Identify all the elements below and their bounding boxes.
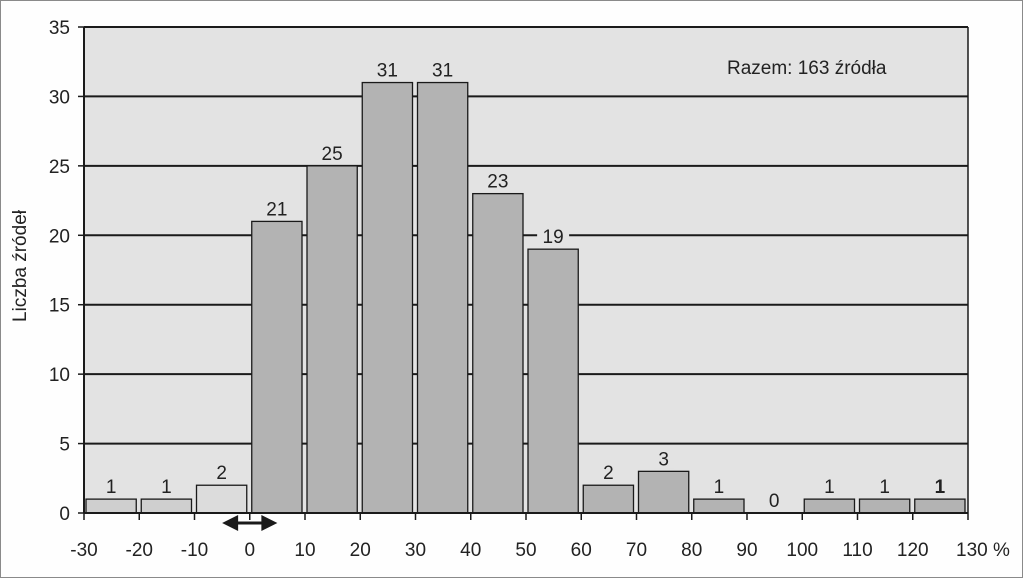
x-tick-label: -10 — [181, 540, 208, 561]
bar-value-label: 0 — [769, 491, 780, 512]
range-double-arrow — [222, 515, 278, 531]
arrow-head-left — [222, 515, 239, 531]
x-tick-label: 10 — [294, 540, 315, 561]
y-tick-label: 30 — [49, 87, 70, 108]
bar-value-label: 1 — [161, 477, 172, 498]
bar-label-backing — [260, 199, 293, 219]
x-tick-label: 70 — [626, 540, 647, 561]
x-tick-label: 80 — [681, 540, 702, 561]
bar-value-label: 3 — [658, 449, 669, 470]
x-tick-label: 50 — [515, 540, 536, 561]
bar-value-label: 2 — [603, 463, 614, 484]
x-tick-label: 0 — [244, 540, 255, 561]
bar-label-backing — [101, 477, 122, 497]
y-axis-label: Liczba źródeł — [10, 209, 31, 322]
bar-label-backing — [819, 477, 840, 497]
x-tick-label: 110 — [842, 540, 872, 561]
bar-label-backing — [537, 227, 570, 247]
bar — [85, 498, 137, 514]
y-tick-label: 20 — [49, 226, 70, 247]
x-tick-label: 60 — [571, 540, 592, 561]
bar-label-backing — [598, 463, 619, 483]
y-tick-label: 5 — [59, 435, 70, 456]
x-tick-label: 90 — [736, 540, 757, 561]
bar — [858, 498, 911, 514]
arrow-head-right — [261, 515, 278, 531]
y-tick-label: 10 — [49, 365, 70, 386]
bar-value-label: 31 — [377, 61, 398, 82]
bar — [803, 498, 856, 514]
bar-value-label: 21 — [266, 199, 287, 220]
bar-value-label: 1 — [879, 477, 890, 498]
bar-label-backing — [371, 60, 404, 80]
bars — [85, 81, 966, 514]
y-tick-label: 25 — [49, 157, 70, 178]
bar-value-label: 19 — [543, 227, 564, 248]
y-tick-label: 35 — [49, 18, 70, 39]
bar-label-backing — [211, 463, 232, 483]
bar — [361, 81, 414, 514]
bar-label-backing — [874, 477, 895, 497]
x-tick-label: 120 — [897, 540, 929, 561]
bar-label-backing — [426, 60, 459, 80]
x-tick-label: 100 — [786, 540, 818, 561]
bar-value-label: 1 — [935, 477, 946, 498]
axes — [78, 26, 969, 520]
bar — [582, 484, 635, 514]
bar-value-label: 23 — [487, 172, 508, 193]
bar-label-backing — [764, 491, 785, 510]
bar-value-label: 25 — [322, 144, 343, 165]
x-tick-label: -30 — [70, 540, 97, 561]
bar — [416, 81, 469, 514]
y-tick-label: 15 — [49, 296, 70, 317]
bar-label-backing — [156, 477, 177, 497]
bar — [306, 165, 358, 514]
bar-label-backing — [653, 449, 674, 469]
bar — [195, 484, 248, 514]
x-tick-label: 130 % — [956, 540, 1010, 561]
y-tick-label: 0 — [59, 504, 70, 525]
x-tick-label: 20 — [350, 540, 371, 561]
bar-value-label: 1 — [824, 477, 835, 498]
bar-label-backing — [708, 477, 729, 497]
bar — [914, 498, 966, 514]
x-tick-label: 40 — [460, 540, 481, 561]
bar-value-label: 2 — [216, 463, 227, 484]
bar — [637, 470, 690, 514]
bar — [140, 498, 193, 514]
y-tick-labels: 0 5 10 15 20 25 30 35 — [49, 18, 70, 525]
bar-label-backing — [929, 477, 950, 497]
bar — [527, 248, 579, 514]
x-tick-label: -20 — [126, 540, 153, 561]
bar-value-label: 1 — [714, 477, 725, 498]
plot-area — [84, 27, 968, 513]
x-tick-label: 30 — [405, 540, 426, 561]
bar-value-label: 1 — [106, 477, 117, 498]
bar-value-label: 31 — [432, 61, 453, 82]
bar-label-backing — [316, 143, 349, 163]
x-tick-labels: -30 -20 -10 0 10 20 30 40 50 60 70 80 90 100 110 120 130… — [70, 540, 1010, 561]
bar — [693, 498, 745, 514]
bar-label-backing — [481, 171, 514, 191]
bar — [472, 192, 524, 514]
total-annotation: Razem: 163 źródła — [727, 58, 887, 79]
bar — [251, 220, 303, 514]
